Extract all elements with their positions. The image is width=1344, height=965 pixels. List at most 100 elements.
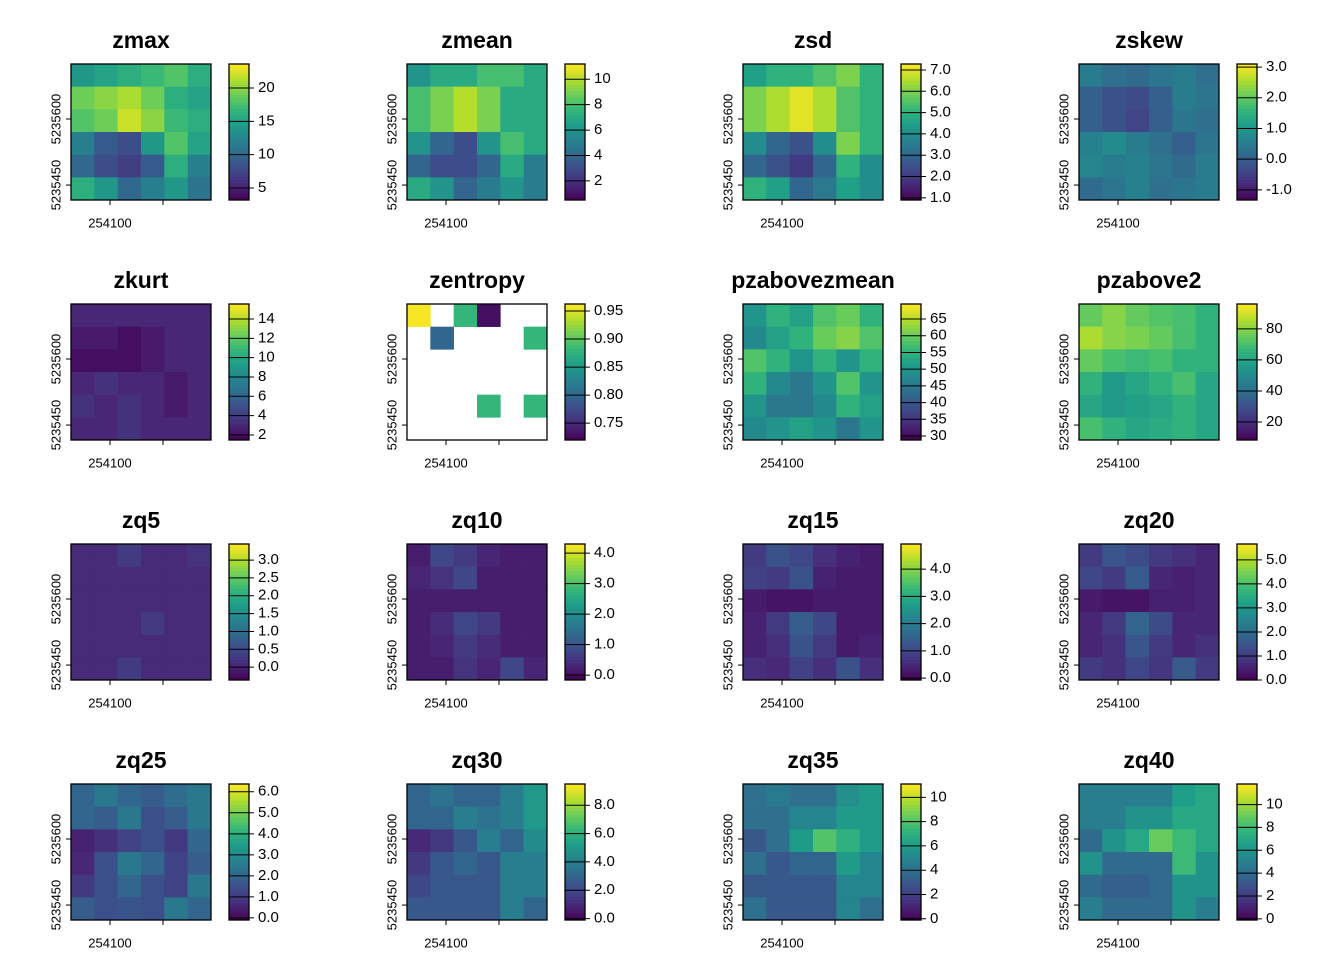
raster-cell — [1125, 132, 1150, 155]
colorbar-step — [1237, 841, 1257, 846]
colorbar-step — [565, 896, 585, 900]
raster-cell — [1102, 372, 1126, 395]
raster-cell — [94, 109, 118, 133]
colorbar-step — [901, 149, 921, 153]
raster-cell — [766, 372, 790, 395]
raster-cell — [117, 109, 142, 133]
raster-cell — [187, 109, 212, 133]
colorbar-step — [901, 375, 921, 380]
colorbar-step — [229, 368, 249, 373]
colorbar-step — [565, 429, 585, 434]
colorbar-step — [565, 591, 585, 596]
raster-cell — [407, 829, 431, 853]
colorbar-tick-label: 2 — [1266, 887, 1274, 904]
colorbar-step — [1237, 145, 1257, 150]
colorbar-step — [1237, 429, 1257, 434]
raster-cell — [766, 612, 790, 635]
colorbar-step — [901, 378, 921, 383]
raster-cell — [813, 612, 837, 635]
colorbar-step — [1237, 87, 1257, 92]
colorbar-tick-label: 1.0 — [1266, 647, 1287, 664]
colorbar-step — [229, 314, 249, 318]
raster-cell — [1172, 304, 1196, 327]
raster-cell — [141, 349, 165, 373]
raster-cell — [94, 566, 118, 590]
colorbar-step — [565, 855, 585, 860]
colorbar-step — [1237, 814, 1257, 819]
raster-cell — [1195, 394, 1220, 418]
colorbar-step — [901, 183, 921, 187]
colorbar-step — [565, 382, 585, 386]
colorbar-step — [901, 77, 921, 82]
colorbar-step — [1237, 892, 1257, 897]
colorbar-frame — [228, 783, 250, 921]
colorbar-step — [565, 155, 585, 160]
colorbar-step — [565, 852, 585, 856]
raster-cell — [859, 612, 884, 635]
colorbar-step — [1237, 412, 1257, 417]
colorbar-step — [565, 426, 585, 431]
raster-cell — [836, 109, 860, 133]
colorbar-tick-label: 55 — [930, 343, 947, 360]
raster-cell — [453, 806, 478, 830]
colorbar-step — [565, 676, 585, 681]
colorbar-step — [229, 828, 249, 832]
colorbar-step — [229, 395, 249, 400]
colorbar-step — [565, 334, 585, 339]
colorbar-tick-label: 0.0 — [594, 910, 615, 927]
colorbar-step — [229, 91, 249, 95]
raster-cell — [813, 372, 837, 395]
raster-cell — [1125, 829, 1150, 853]
colorbar-step — [901, 625, 921, 630]
plot-frame — [70, 543, 212, 681]
colorbar-step — [1237, 426, 1257, 431]
colorbar-frame — [1236, 783, 1258, 921]
colorbar-frame — [900, 783, 922, 921]
y-tick-label: 5235600 — [1056, 94, 1071, 145]
raster-cell — [789, 417, 814, 441]
colorbar-tick-label: 4.0 — [594, 853, 615, 870]
colorbar-step — [229, 172, 249, 177]
raster-cell — [1149, 634, 1173, 658]
raster-cell — [1195, 349, 1220, 373]
colorbar-step — [1237, 797, 1257, 802]
panel-title: pzabovezmean — [731, 267, 895, 293]
colorbar-tick-label: 0.95 — [594, 302, 623, 319]
raster-cell — [523, 852, 548, 875]
raster-cell — [430, 612, 454, 635]
raster-cell — [117, 657, 142, 681]
raster-cell — [836, 589, 860, 613]
raster-cell — [141, 109, 165, 133]
raster-cell — [789, 86, 814, 110]
colorbar-step — [1237, 321, 1257, 325]
raster-cell — [789, 784, 814, 807]
colorbar-step — [901, 669, 921, 674]
raster-cell — [1172, 829, 1196, 853]
colorbar-step — [901, 412, 921, 417]
raster-cell — [789, 109, 814, 133]
colorbar-step — [565, 899, 585, 904]
colorbar-frame — [228, 543, 250, 681]
colorbar-step — [901, 639, 921, 643]
colorbar-step — [229, 101, 249, 106]
colorbar-frame — [564, 63, 586, 201]
colorbar-step — [229, 913, 249, 917]
raster-cell — [187, 612, 212, 635]
colorbar-step — [1237, 74, 1257, 78]
raster-cell — [430, 109, 454, 133]
colorbar-step — [565, 838, 585, 843]
colorbar-step — [565, 862, 585, 866]
colorbar-step — [901, 564, 921, 569]
colorbar-step — [229, 348, 249, 352]
colorbar-step — [229, 104, 249, 109]
colorbar-step — [565, 784, 585, 788]
raster-cell — [141, 806, 165, 830]
colorbar-step — [901, 903, 921, 907]
raster-cell — [94, 372, 118, 395]
colorbar-tick-label: 0 — [1266, 910, 1274, 927]
colorbar-step — [229, 865, 249, 870]
colorbar-step — [229, 666, 249, 671]
colorbar-step — [901, 341, 921, 346]
raster-cell — [164, 132, 188, 155]
panel-title: zentropy — [429, 267, 525, 293]
